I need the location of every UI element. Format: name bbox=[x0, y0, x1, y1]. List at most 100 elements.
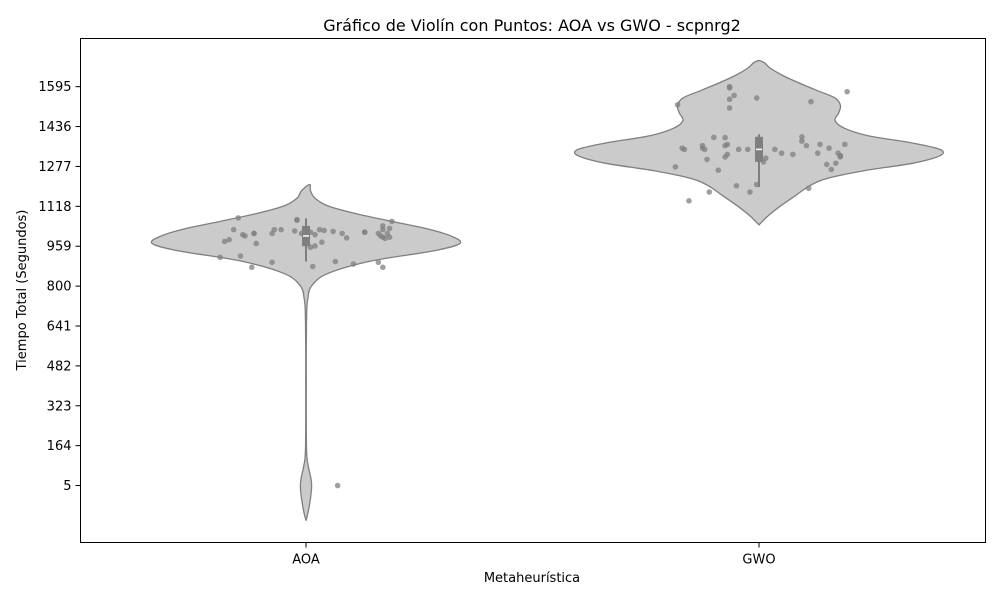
data-point-aoa bbox=[321, 227, 327, 234]
data-point-aoa bbox=[242, 233, 248, 239]
data-point-aoa bbox=[382, 235, 388, 242]
data-point-aoa bbox=[226, 236, 232, 243]
data-point-gwo bbox=[724, 151, 731, 158]
y-axis-ticks: 5 164 323 482 641 800 959 1118 1277 1436 1595 bbox=[38, 80, 81, 494]
y-tick-label: 164 bbox=[47, 439, 72, 454]
x-axis-label: Metaheurística bbox=[484, 571, 580, 586]
data-point-gwo bbox=[828, 166, 835, 173]
data-point-gwo bbox=[726, 105, 733, 111]
data-point-aoa bbox=[386, 225, 393, 232]
data-point-gwo bbox=[701, 146, 708, 153]
data-point-aoa bbox=[375, 259, 382, 266]
data-point-gwo bbox=[747, 189, 753, 195]
y-tick-label: 1595 bbox=[38, 80, 71, 95]
data-point-gwo bbox=[842, 141, 848, 148]
data-point-aoa bbox=[312, 243, 318, 249]
data-point-gwo bbox=[778, 150, 785, 156]
data-point-gwo bbox=[837, 152, 844, 159]
data-point-aoa bbox=[361, 229, 368, 235]
data-point-aoa bbox=[271, 226, 278, 233]
data-point-gwo bbox=[817, 141, 823, 148]
data-point-gwo bbox=[706, 189, 713, 195]
data-point-aoa bbox=[339, 230, 345, 237]
data-point-gwo bbox=[833, 160, 839, 166]
y-tick-label: 5 bbox=[63, 479, 71, 494]
y-axis-label: Tiempo Total (Segundos) bbox=[15, 210, 30, 372]
violin-aoa bbox=[150, 183, 462, 521]
data-point-aoa bbox=[316, 226, 323, 233]
data-point-gwo bbox=[726, 96, 733, 103]
y-tick-label: 1118 bbox=[38, 200, 71, 215]
y-tick-label: 800 bbox=[47, 280, 72, 295]
data-point-aoa bbox=[248, 264, 255, 271]
data-point-aoa bbox=[380, 264, 386, 271]
data-point-gwo bbox=[805, 185, 812, 192]
chart-title: Gráfico de Violín con Puntos: AOA vs GWO… bbox=[323, 16, 741, 35]
data-point-aoa bbox=[294, 217, 300, 223]
data-point-aoa bbox=[307, 229, 314, 235]
data-point-gwo bbox=[704, 156, 710, 163]
y-tick-label: 959 bbox=[47, 240, 72, 255]
data-point-gwo bbox=[844, 88, 850, 95]
data-point-aoa bbox=[309, 263, 316, 270]
data-point-aoa bbox=[291, 228, 298, 234]
data-point-gwo bbox=[803, 142, 810, 149]
data-point-gwo bbox=[799, 138, 805, 144]
data-point-aoa bbox=[386, 234, 393, 240]
data-point-aoa bbox=[389, 218, 395, 225]
y-tick-label: 482 bbox=[47, 359, 72, 374]
data-point-aoa bbox=[343, 235, 350, 241]
data-point-aoa bbox=[230, 226, 237, 233]
data-point-aoa bbox=[237, 253, 244, 259]
data-point-gwo bbox=[753, 181, 760, 188]
data-point-gwo bbox=[733, 182, 740, 189]
x-tick-label: AOA bbox=[292, 553, 320, 568]
data-point-gwo bbox=[731, 92, 737, 99]
data-point-gwo bbox=[715, 167, 722, 174]
data-point-gwo bbox=[735, 146, 742, 153]
data-point-aoa bbox=[251, 230, 257, 237]
y-tick-label: 1277 bbox=[38, 160, 71, 175]
data-point-gwo bbox=[672, 164, 679, 170]
data-point-gwo bbox=[722, 134, 728, 141]
y-tick-label: 323 bbox=[47, 399, 72, 414]
data-point-aoa bbox=[307, 244, 314, 251]
data-point-gwo bbox=[814, 150, 821, 156]
data-point-aoa bbox=[319, 239, 325, 246]
data-point-aoa bbox=[330, 228, 336, 235]
boxes-layer bbox=[302, 134, 763, 262]
data-point-aoa bbox=[278, 226, 284, 233]
data-point-gwo bbox=[808, 98, 814, 105]
points-layer bbox=[217, 83, 850, 489]
data-point-gwo bbox=[790, 151, 796, 158]
data-point-aoa bbox=[334, 482, 341, 489]
data-point-aoa bbox=[350, 261, 357, 267]
data-point-gwo bbox=[772, 146, 778, 153]
y-tick-label: 641 bbox=[47, 319, 72, 334]
data-point-aoa bbox=[332, 258, 339, 265]
data-point-aoa bbox=[217, 254, 223, 261]
data-point-aoa bbox=[235, 215, 241, 221]
data-point-aoa bbox=[298, 230, 305, 237]
data-point-gwo bbox=[724, 141, 731, 148]
data-point-gwo bbox=[826, 145, 832, 151]
data-point-aoa bbox=[269, 259, 275, 266]
plot-frame bbox=[80, 38, 986, 543]
data-point-aoa bbox=[312, 231, 318, 238]
x-axis-ticks: AOA GWO bbox=[292, 542, 776, 568]
data-point-gwo bbox=[753, 95, 760, 101]
data-point-gwo bbox=[681, 146, 688, 153]
data-point-gwo bbox=[674, 101, 681, 108]
x-tick-label: GWO bbox=[742, 553, 775, 568]
data-point-gwo bbox=[762, 155, 769, 161]
data-point-gwo bbox=[744, 146, 751, 153]
data-point-gwo bbox=[686, 198, 692, 204]
data-point-gwo bbox=[711, 134, 717, 141]
violins-layer bbox=[150, 59, 945, 521]
data-point-aoa bbox=[380, 226, 386, 233]
data-point-aoa bbox=[253, 240, 260, 247]
data-point-aoa bbox=[221, 238, 228, 245]
data-point-gwo bbox=[799, 134, 805, 140]
y-tick-label: 1436 bbox=[38, 120, 71, 135]
